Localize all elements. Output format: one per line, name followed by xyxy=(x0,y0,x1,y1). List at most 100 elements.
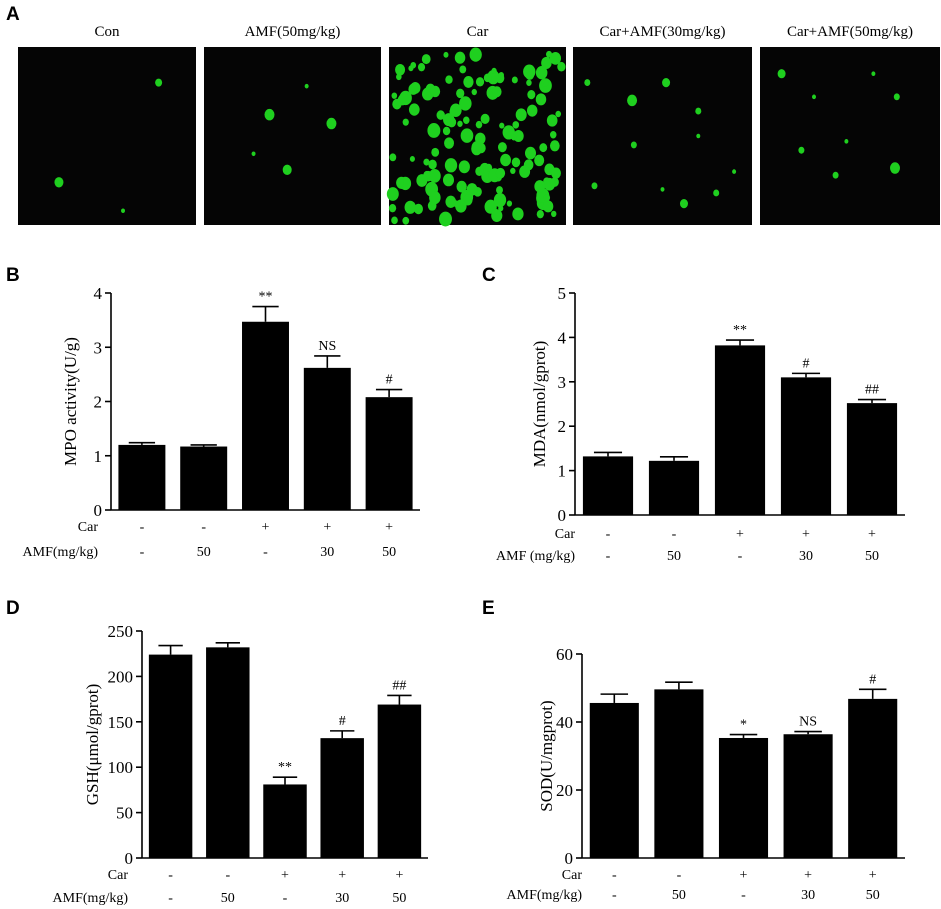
bar xyxy=(718,737,769,858)
bar xyxy=(582,456,634,515)
stained-cell xyxy=(445,75,453,84)
stained-cell xyxy=(436,110,445,120)
stained-cell xyxy=(326,117,337,130)
stained-cell xyxy=(443,51,449,58)
micrograph-title: Car+AMF(30mg/kg) xyxy=(600,24,726,40)
y-tick-label: 3 xyxy=(558,373,567,392)
condition-value: - xyxy=(140,520,145,535)
stained-cell xyxy=(495,167,506,179)
stained-cell xyxy=(396,178,404,187)
stained-cell xyxy=(591,182,598,190)
stained-cell xyxy=(409,156,415,162)
stained-cell xyxy=(455,199,467,213)
stained-cell xyxy=(457,120,463,127)
stained-cell xyxy=(832,171,839,179)
condition-value: + xyxy=(262,520,270,535)
bar xyxy=(148,654,193,858)
y-tick-label: 3 xyxy=(94,338,103,357)
stained-cell xyxy=(463,75,474,88)
stained-cell xyxy=(304,83,309,89)
micrograph-background xyxy=(573,47,752,225)
stained-cell xyxy=(497,142,507,153)
condition-value: + xyxy=(868,527,876,542)
y-tick-label: 0 xyxy=(125,849,134,868)
stained-cell xyxy=(485,163,493,172)
stained-cell xyxy=(844,139,849,144)
condition-value: - xyxy=(606,527,611,542)
condition-value: 50 xyxy=(865,549,879,564)
significance-label: ** xyxy=(259,290,273,305)
stained-cell xyxy=(416,174,428,187)
stained-cell xyxy=(542,200,554,213)
significance-label: # xyxy=(869,672,876,687)
y-axis-label: MPO activity(U/g) xyxy=(61,337,80,466)
stained-cell xyxy=(459,65,467,74)
y-axis-label: GSH(μmol/gprot) xyxy=(83,684,102,806)
y-tick-label: 60 xyxy=(556,645,573,664)
bar xyxy=(846,403,898,515)
stained-cell xyxy=(511,157,521,168)
stained-cell xyxy=(456,88,465,99)
y-tick-label: 50 xyxy=(116,804,133,823)
micrograph-3: Car xyxy=(386,24,566,227)
bar xyxy=(654,689,704,858)
y-tick-label: 2 xyxy=(558,417,567,436)
stained-cell xyxy=(527,90,536,100)
bar xyxy=(589,702,639,858)
condition-label: Car xyxy=(562,868,583,883)
micrograph-4: Car+AMF(30mg/kg) xyxy=(573,24,752,225)
bar xyxy=(320,738,364,858)
y-tick-label: 1 xyxy=(558,462,567,481)
condition-value: - xyxy=(201,520,206,535)
condition-value: - xyxy=(738,549,743,564)
stained-cell xyxy=(456,180,467,193)
condition-value: 50 xyxy=(382,545,396,560)
stained-cell xyxy=(475,77,485,87)
bar xyxy=(206,647,250,858)
stained-cell xyxy=(526,79,532,86)
condition-label: AMF(mg/kg) xyxy=(53,891,129,906)
stained-cell xyxy=(431,147,440,157)
condition-value: 50 xyxy=(866,888,880,903)
stained-cell xyxy=(696,133,701,139)
stained-cell xyxy=(391,216,398,225)
bar xyxy=(118,444,166,510)
panel-letter-d: D xyxy=(6,598,20,619)
stained-cell xyxy=(413,203,423,215)
condition-value: 30 xyxy=(801,888,815,903)
stained-cell xyxy=(54,177,64,188)
stained-cell xyxy=(445,195,457,208)
significance-label: NS xyxy=(318,339,336,354)
condition-value: 30 xyxy=(799,549,813,564)
stained-cell xyxy=(549,140,560,152)
y-tick-label: 4 xyxy=(558,328,567,347)
condition-value: - xyxy=(225,868,230,883)
stained-cell xyxy=(713,189,720,197)
stained-cell xyxy=(511,134,517,141)
condition-value: - xyxy=(741,888,746,903)
micrograph-title: Con xyxy=(94,24,120,40)
stained-cell xyxy=(515,108,527,122)
stained-cell xyxy=(423,158,430,166)
stained-cell xyxy=(444,137,455,149)
bar xyxy=(780,377,832,515)
stained-cell xyxy=(491,86,502,98)
stained-cell xyxy=(510,167,516,175)
condition-value: - xyxy=(612,868,617,883)
panel-a-fluorescence-images: A Con AMF(50mg/kg) Car Car+AMF(30mg/kg) Car+… xyxy=(6,4,940,227)
stained-cell xyxy=(264,108,275,121)
stained-cell xyxy=(399,90,412,106)
stained-cell xyxy=(557,61,566,72)
stained-cell xyxy=(555,110,562,118)
chart-panel-b: B 0 1 2 3 4 MPO activity(U/g) - - - 50 ** + - NS +30 # +5… xyxy=(6,265,420,560)
stained-cell xyxy=(480,113,490,125)
stained-cell xyxy=(732,169,737,174)
bar xyxy=(180,446,228,510)
y-tick-label: 250 xyxy=(108,622,134,641)
stained-cell xyxy=(496,186,503,195)
stained-cell xyxy=(546,114,558,127)
stained-cell xyxy=(439,211,452,227)
condition-label: AMF (mg/kg) xyxy=(496,549,575,564)
stained-cell xyxy=(890,162,900,174)
